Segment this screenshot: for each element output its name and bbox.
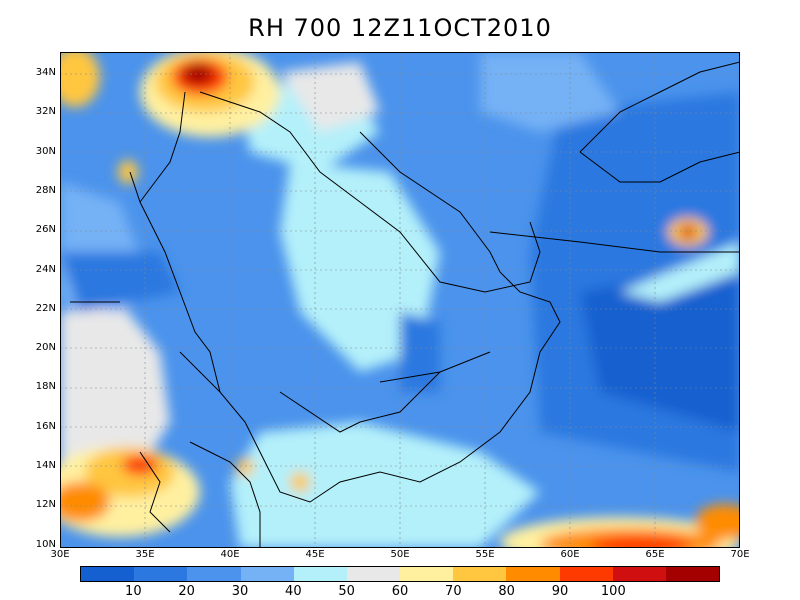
colorbar-label: 30 [231,584,249,599]
lon-label: 70E [730,549,750,560]
colorbar-label: 40 [285,584,302,599]
field-light-northeast [480,52,620,132]
colorbar-swatch [346,567,401,581]
field-orange-nw [60,52,100,107]
lat-label: 28N [35,184,56,196]
coastlines [70,61,740,548]
colorbar-swatch [134,567,188,581]
lon-label: 55E [475,549,495,560]
colorbar-label: 80 [498,584,515,599]
field-cyan-south [230,422,540,548]
colorbar-swatch [81,567,135,581]
field-gray-west [60,302,170,482]
colorbar-label: 70 [445,584,462,599]
field-orange-yemen [236,458,254,476]
lat-label: 10N [35,538,56,550]
field-deep-west [60,252,180,312]
lat-label: 24N [35,263,56,275]
lat-label: 30N [35,145,56,157]
lat-label: 12N [35,499,56,511]
field-red-se [590,536,690,548]
colorbar-swatch [187,567,241,581]
colorbar-swatch [612,567,666,581]
colorbar-swatch [506,567,560,581]
colorbar-swatch [240,567,294,581]
field-red-east [680,225,696,239]
field-orange-sw2 [60,482,110,522]
lon-label: 60E [560,549,580,560]
colorbar [80,566,720,582]
lat-label: 22N [35,302,56,314]
lat-label: 18N [35,381,56,393]
lon-label: 65E [645,549,665,560]
field-darkred-north [182,63,214,85]
lon-label: 50E [390,549,410,560]
colorbar-label: 50 [338,584,355,599]
humidity-map [60,52,740,548]
lat-label: 14N [35,460,56,471]
colorbar-swatch [453,567,507,581]
field-gray-north [280,62,380,132]
field-deep-center [400,312,440,392]
colorbar-label: 90 [551,584,569,599]
lon-label: 30E [50,549,70,560]
field-cyan-east [620,242,740,302]
lat-label: 20N [35,342,56,354]
colorbar-swatch [400,567,454,581]
lat-label: 34N [35,67,56,78]
colorbar-label: 60 [391,584,409,599]
field-red-sw [122,455,158,475]
lat-label: 32N [35,106,56,118]
colorbar-label: 10 [125,584,142,599]
lon-label: 45E [305,549,325,560]
lon-label: 40E [220,549,240,560]
lon-label: 35E [135,549,155,560]
field-deep-east [580,262,740,432]
lat-label: 26N [35,224,56,236]
humidity-field [60,52,740,548]
field-orange-red-sea [290,472,310,492]
colorbar-label: 20 [178,584,195,599]
map-title: RH 700 12Z11OCT2010 [248,14,552,42]
field-orange-sinai [118,160,138,184]
colorbar-swatch [559,567,613,581]
map-grid [60,52,740,548]
colorbar-swatch [665,567,720,581]
map-canvas [60,52,740,548]
field-orange-e [695,504,740,540]
lat-label: 16N [35,420,56,432]
colorbar-label: 100 [600,584,626,599]
colorbar-swatch [293,567,347,581]
